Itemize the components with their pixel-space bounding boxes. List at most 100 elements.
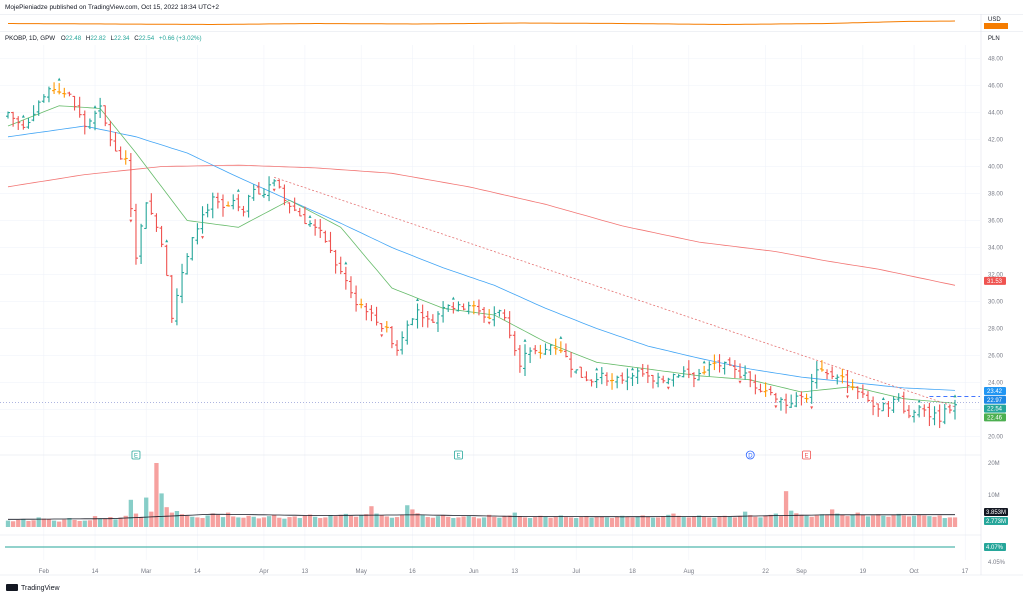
- volume-bar: [471, 517, 476, 527]
- volume-bar: [819, 514, 825, 527]
- ohlc-bar: [507, 311, 512, 339]
- ohlc-bar: [46, 86, 51, 103]
- pivot-high-marker: [416, 298, 420, 302]
- volume-bar: [359, 515, 364, 527]
- volume-bar: [553, 516, 558, 527]
- volume-bar: [876, 514, 881, 527]
- ohlc-bar: [333, 249, 338, 274]
- symbol-legend[interactable]: PKOBP, 1D, GPW O22.48 H22.82 L22.34 C22.…: [5, 35, 202, 42]
- ohlc-bar: [430, 314, 435, 323]
- tradingview-logo-icon: [6, 584, 18, 591]
- ohlc-bar: [666, 377, 671, 385]
- event-marker[interactable]: E: [454, 450, 463, 460]
- volume-bar: [917, 514, 922, 527]
- volume-bar: [533, 517, 538, 527]
- volume-bar: [727, 516, 732, 527]
- ohlc-bar: [753, 374, 758, 395]
- event-marker-label: E: [456, 453, 460, 459]
- ohlc-bar: [400, 331, 405, 355]
- time-tick-label: Feb: [39, 569, 50, 575]
- price-axis[interactable]: 20.0022.0024.0026.0028.0030.0032.0034.00…: [988, 57, 1004, 441]
- volume-bar: [855, 512, 860, 527]
- ohlc-bar: [763, 382, 768, 397]
- volume-bar: [609, 518, 615, 527]
- ohlc-bar: [241, 205, 246, 217]
- ohlc-bar: [446, 304, 451, 312]
- ohlc-bar: [297, 207, 302, 217]
- volume-bar: [640, 515, 645, 527]
- volume-bar: [655, 517, 661, 527]
- event-marker[interactable]: E: [131, 450, 141, 460]
- ohlc-bar: [953, 399, 957, 420]
- ohlc-bar: [528, 347, 533, 364]
- volume-bar: [446, 516, 451, 527]
- volume-bar: [522, 517, 528, 527]
- usd-price-tag: [984, 23, 1008, 29]
- currency-usd: USD: [988, 17, 1001, 23]
- svg-text:PKOBP, 1D, GPW O22.48: PKOBP, 1D, GPW O22.48 H22.82 L22.34 C22.…: [5, 35, 202, 42]
- volume-bar: [123, 515, 128, 527]
- time-axis[interactable]: Feb 14 Mar 14 Apr 13 May 16 Jun 13 Jul 18 Aug 22 Sep 19…: [39, 569, 969, 575]
- volume-bar: [420, 515, 425, 527]
- event-marker[interactable]: E: [802, 450, 811, 460]
- volume-bar: [348, 515, 354, 527]
- volume-bar: [307, 514, 313, 527]
- ohlc-bar: [410, 318, 415, 326]
- event-marker-label: E: [134, 453, 138, 459]
- ohlc-bar: [840, 368, 845, 384]
- volume-bar: [343, 513, 348, 527]
- ohlc-bar: [604, 372, 609, 386]
- ohlc-bar: [502, 309, 507, 321]
- volume-bar: [942, 518, 947, 527]
- ohlc-bar: [261, 188, 266, 198]
- symbol-ticker[interactable]: PKOBP, 1D, GPW: [5, 35, 55, 42]
- pivot-high-marker: [344, 261, 348, 265]
- volume-ma-line: [8, 513, 955, 520]
- ohlc-bar: [389, 326, 394, 349]
- price-tick-label: 28.00: [988, 327, 1004, 333]
- volume-bar: [753, 516, 758, 527]
- volume-bar: [906, 516, 912, 527]
- ohlc-bar: [205, 203, 210, 218]
- ohlc-bar: [835, 374, 840, 385]
- ohlc-bar: [738, 363, 743, 379]
- ohlc-bar: [118, 146, 123, 160]
- volume-bar: [783, 491, 789, 527]
- volume-bar: [476, 518, 482, 527]
- ohlc-bar: [717, 354, 722, 373]
- pivot-low-marker: [774, 405, 778, 409]
- ohlc-bar: [169, 275, 174, 323]
- ohlc-bar: [819, 360, 824, 372]
- ohlc-bar: [640, 363, 645, 377]
- pivot-low-marker: [810, 406, 814, 410]
- trendline-dotted[interactable]: [274, 176, 956, 408]
- volume-bar: [72, 519, 77, 527]
- volume-bar: [292, 516, 297, 527]
- ohlc-bar: [610, 373, 615, 390]
- volume-bar: [46, 519, 52, 527]
- ohlc-bar: [778, 397, 783, 411]
- ohlc-bar: [891, 396, 896, 413]
- pivot-low-marker: [846, 395, 850, 399]
- pivot-high-marker: [236, 188, 240, 192]
- pivot-low-marker: [272, 188, 276, 192]
- volume-bar: [302, 515, 308, 527]
- volume-bar: [405, 505, 410, 527]
- ohlc-bar: [825, 369, 830, 380]
- volume-bar: [328, 515, 333, 527]
- volume-bar: [932, 516, 937, 527]
- volume-bar: [415, 513, 420, 527]
- ohlc-bar: [318, 219, 323, 238]
- event-marker[interactable]: D: [745, 450, 755, 460]
- pivot-low-marker: [380, 334, 384, 338]
- ohlc-bar: [773, 392, 778, 403]
- volume-bar: [67, 518, 72, 527]
- ohlc-bar: [789, 394, 794, 409]
- volume-bar: [451, 518, 456, 527]
- tradingview-logo[interactable]: TradingView: [6, 584, 60, 592]
- ohlc-bar: [6, 111, 10, 119]
- usd-series-line: [8, 20, 956, 26]
- volume-bar: [543, 516, 548, 527]
